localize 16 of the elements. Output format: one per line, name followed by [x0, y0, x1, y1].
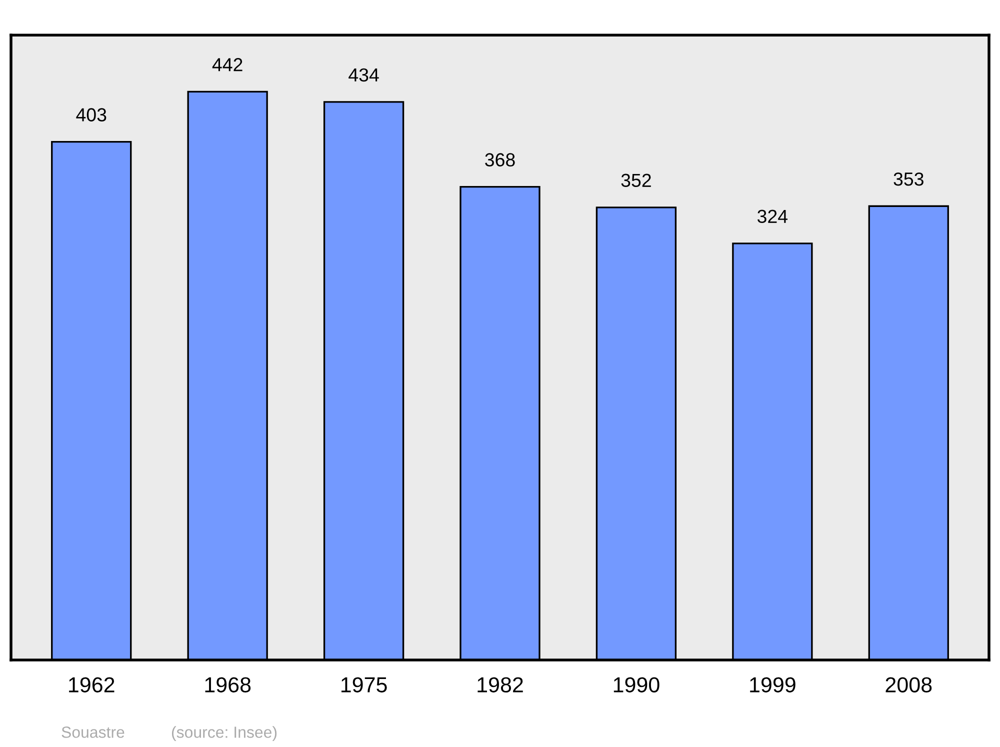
data-label: 368 [485, 153, 515, 166]
x-tick-label: 1982 [478, 677, 523, 692]
x-tick-label: 1968 [205, 677, 251, 692]
x-tick-label: 1990 [614, 677, 660, 692]
text: (source: Insee) [172, 726, 277, 742]
data-label: 324 [758, 210, 788, 224]
data-label: 403 [76, 108, 106, 122]
x-tick-label: 1975 [341, 677, 387, 692]
x-tick-label: 1962 [69, 677, 114, 692]
data-label: 352 [621, 174, 651, 188]
data-label: 442 [212, 58, 242, 72]
x-tick-label: 1999 [750, 677, 796, 692]
data-label: 434 [348, 68, 379, 82]
text: Souastre [62, 726, 124, 738]
x-tick-label: 2008 [886, 677, 932, 692]
data-label: 353 [894, 172, 924, 186]
